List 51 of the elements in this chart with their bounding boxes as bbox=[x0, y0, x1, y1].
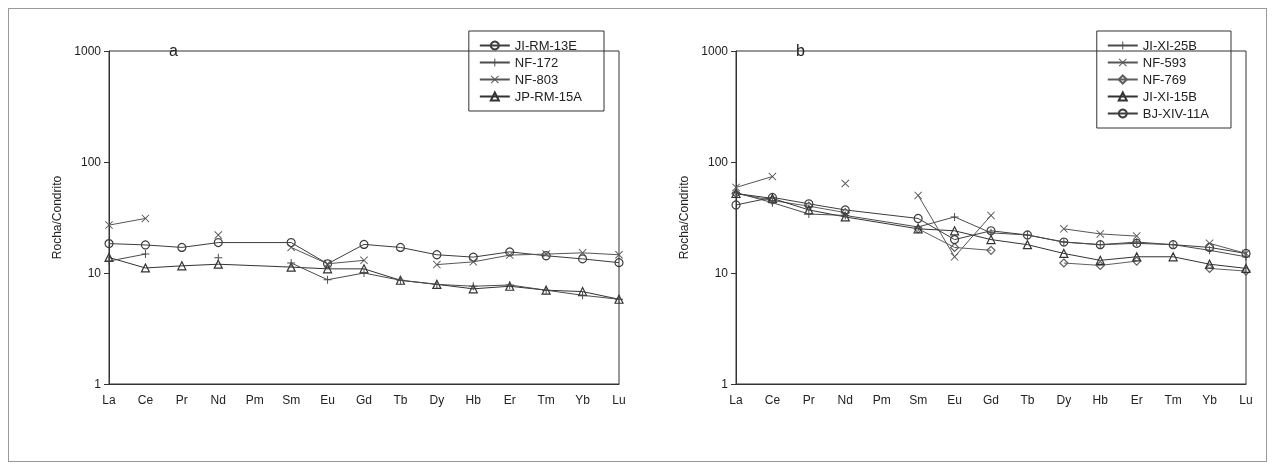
legend-label: JI-RM-13E bbox=[514, 38, 578, 53]
x-tick-label: Eu bbox=[320, 393, 335, 407]
x-tick-label: Hb bbox=[1092, 393, 1109, 407]
x-tick-label: Tb bbox=[1020, 393, 1035, 407]
x-tick-label: Gd bbox=[355, 393, 373, 407]
y-tick-label: 1 bbox=[94, 377, 102, 391]
x-tick-label: Eu bbox=[947, 393, 962, 407]
x-tick-label: Tb bbox=[393, 393, 408, 407]
legend-label: NF-172 bbox=[514, 55, 559, 70]
x-tick-label: Ce bbox=[137, 393, 154, 407]
legend-label: NF-803 bbox=[514, 72, 559, 87]
x-tick-label: Lu bbox=[1239, 393, 1253, 407]
x-tick-label: Pm bbox=[872, 393, 891, 407]
x-tick-label: Er bbox=[1130, 393, 1143, 407]
y-tick-label: 100 bbox=[80, 155, 102, 169]
x-tick-label: La bbox=[729, 393, 743, 407]
y-axis-title: Rocha/Condrito bbox=[677, 175, 692, 260]
y-tick-label: 10 bbox=[714, 266, 729, 280]
legend-label: JI-XI-25B bbox=[1142, 38, 1197, 53]
chart-title: b bbox=[796, 41, 805, 59]
x-tick-label: Sm bbox=[909, 393, 928, 407]
legend-label: NF-769 bbox=[1142, 72, 1187, 87]
y-tick-label: 1 bbox=[721, 377, 729, 391]
y-axis-title: Rocha/Condrito bbox=[50, 175, 65, 260]
y-tick-label: 10 bbox=[87, 266, 102, 280]
x-tick-label: Nd bbox=[837, 393, 853, 407]
x-tick-label: Tm bbox=[1164, 393, 1182, 407]
y-tick-label: 1000 bbox=[701, 44, 729, 58]
x-tick-label: Pm bbox=[245, 393, 264, 407]
x-tick-label: Er bbox=[503, 393, 516, 407]
y-tick-label: 100 bbox=[707, 155, 729, 169]
x-tick-label: Ce bbox=[764, 393, 781, 407]
chart-title: a bbox=[169, 41, 178, 59]
x-tick-label: Gd bbox=[982, 393, 1000, 407]
x-tick-label: Dy bbox=[1056, 393, 1072, 407]
x-tick-label: Yb bbox=[575, 393, 591, 407]
x-tick-label: Tm bbox=[537, 393, 555, 407]
legend-label: NF-593 bbox=[1142, 55, 1187, 70]
x-tick-label: Pr bbox=[175, 393, 188, 407]
x-tick-label: Hb bbox=[465, 393, 482, 407]
legend-label: JP-RM-15A bbox=[514, 89, 583, 104]
legend-label: JI-XI-15B bbox=[1142, 89, 1197, 104]
x-tick-label: Sm bbox=[282, 393, 301, 407]
x-tick-label: La bbox=[102, 393, 116, 407]
x-tick-label: Nd bbox=[210, 393, 226, 407]
x-tick-label: Pr bbox=[802, 393, 815, 407]
legend-label: BJ-XIV-11A bbox=[1142, 106, 1210, 121]
x-tick-label: Dy bbox=[429, 393, 445, 407]
x-tick-label: Yb bbox=[1202, 393, 1218, 407]
y-tick-label: 1000 bbox=[74, 44, 102, 58]
x-tick-label: Lu bbox=[612, 393, 626, 407]
